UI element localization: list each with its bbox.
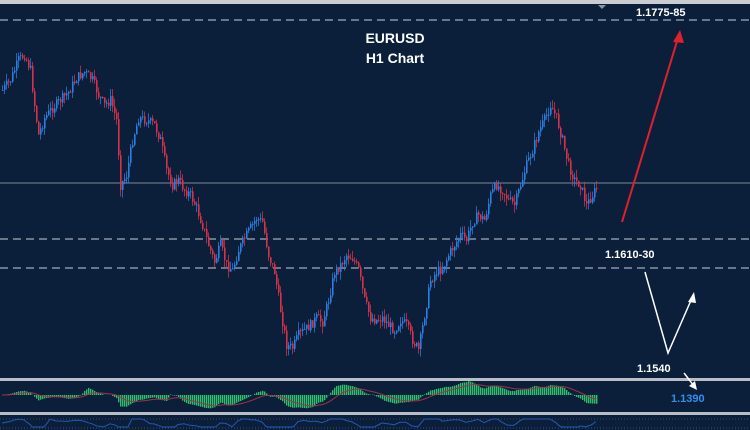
arrow-head-icon	[689, 381, 697, 390]
indicator-panel-separator	[0, 378, 750, 381]
scroll-marker-icon[interactable]	[598, 5, 606, 9]
timeframe-label: H1 Chart	[365, 50, 425, 66]
symbol-label: EURUSD	[365, 30, 425, 46]
target-low-label: 1.1390	[671, 393, 705, 405]
oscillator-line	[1, 418, 597, 428]
target-high-label: 1.1775-85	[636, 7, 686, 19]
lower-panel-separator	[0, 412, 750, 415]
arrow-head-icon	[688, 292, 696, 303]
macd-signal-line	[2, 384, 597, 407]
macd-histogram	[4, 381, 598, 409]
bullish-scenario-arrow	[621, 37, 679, 223]
window-top-border	[0, 0, 750, 4]
candlestick-series	[2, 51, 598, 357]
chart-title: EURUSD H1 Chart	[330, 28, 460, 68]
arrow-head-icon	[673, 30, 684, 43]
resistance-label: 1.1610-30	[605, 249, 655, 261]
support-label: 1.1540	[637, 363, 671, 375]
pullback-scenario-arrow	[644, 271, 693, 356]
